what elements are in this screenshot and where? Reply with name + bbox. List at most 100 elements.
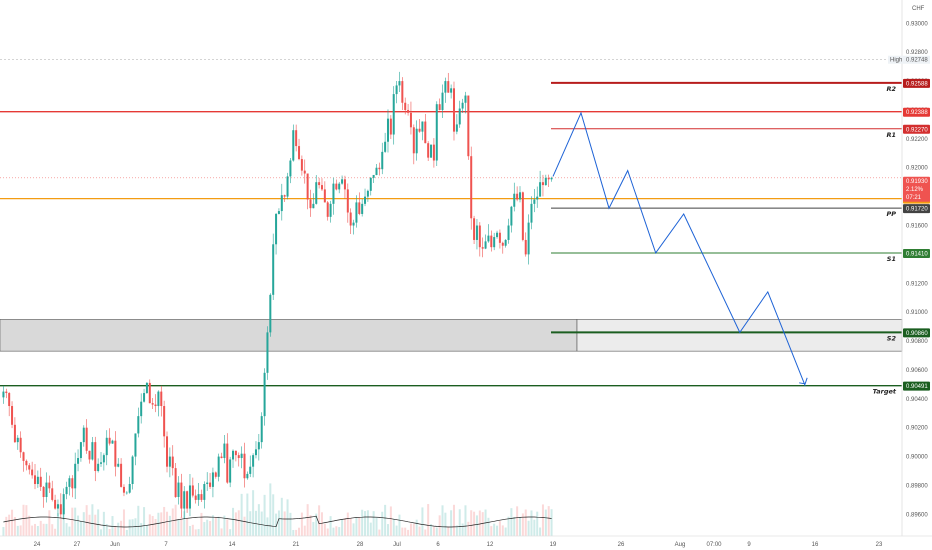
candle-body bbox=[39, 476, 42, 487]
candle-body bbox=[386, 118, 389, 142]
candle-body bbox=[421, 121, 424, 132]
volume-bar bbox=[114, 526, 117, 536]
volume-bar bbox=[544, 509, 547, 536]
volume-bar bbox=[223, 515, 226, 536]
volume-bar bbox=[464, 505, 467, 536]
volume-bar bbox=[217, 516, 220, 536]
candle-body bbox=[510, 206, 513, 226]
volume-bar bbox=[59, 518, 62, 536]
volume-bar bbox=[122, 509, 125, 536]
candle-body bbox=[450, 88, 453, 93]
candle-body bbox=[493, 237, 496, 248]
candle-body bbox=[461, 102, 464, 109]
volume-bar bbox=[2, 526, 5, 536]
level-label-s2: S2 bbox=[887, 334, 897, 342]
candle-body bbox=[300, 159, 303, 171]
volume-bar bbox=[74, 507, 77, 536]
level-label-target: Target bbox=[873, 388, 897, 396]
level-tag-s1-bg bbox=[903, 248, 930, 258]
candle-body bbox=[415, 128, 418, 154]
candle-body bbox=[341, 179, 344, 184]
x-tick-label: Jun bbox=[110, 542, 120, 548]
candle-body bbox=[335, 183, 338, 190]
volume-bar bbox=[306, 504, 309, 536]
candle-body bbox=[475, 225, 478, 240]
candle-body bbox=[65, 486, 68, 495]
candle-body bbox=[378, 167, 381, 170]
candle-body bbox=[427, 143, 430, 158]
price-tag-text: 0.91930 bbox=[906, 179, 928, 185]
volume-bar bbox=[530, 510, 533, 536]
volume-bar bbox=[427, 504, 430, 536]
volume-bar bbox=[493, 523, 496, 536]
candle-body bbox=[54, 499, 57, 509]
candle-body bbox=[82, 427, 85, 443]
candle-body bbox=[62, 494, 65, 515]
y-tick-label: 0.91200 bbox=[906, 281, 928, 287]
candle-body bbox=[42, 486, 45, 498]
volume-bar bbox=[240, 493, 243, 536]
volume-bar bbox=[160, 512, 163, 536]
volume-bar bbox=[197, 529, 200, 536]
volume-bar bbox=[229, 529, 232, 536]
candle-body bbox=[389, 118, 392, 135]
candle-body bbox=[131, 456, 134, 485]
candle-body bbox=[369, 177, 372, 191]
y-tick-label: 0.89600 bbox=[906, 512, 928, 518]
volume-bar bbox=[42, 523, 45, 536]
volume-bar bbox=[154, 519, 157, 536]
candle-body bbox=[22, 452, 25, 461]
volume-bar bbox=[79, 520, 82, 536]
candle-body bbox=[452, 88, 455, 132]
candle-body bbox=[214, 472, 217, 477]
candle-body bbox=[108, 437, 111, 444]
volume-bar bbox=[516, 506, 519, 536]
candle-body bbox=[372, 174, 375, 178]
volume-bar bbox=[343, 518, 346, 536]
candle-body bbox=[2, 391, 5, 398]
x-tick-label: 24 bbox=[34, 542, 41, 548]
demand-zone bbox=[0, 319, 578, 352]
candle-body bbox=[45, 482, 48, 498]
candle-body bbox=[143, 393, 146, 402]
candle-body bbox=[464, 95, 467, 103]
candle-body bbox=[404, 102, 407, 110]
candle-body bbox=[91, 442, 94, 460]
volume-bar bbox=[438, 515, 441, 536]
candle-body bbox=[407, 109, 410, 113]
volume-bar bbox=[39, 520, 42, 536]
candle-body bbox=[527, 222, 530, 255]
volume-bar bbox=[11, 509, 14, 536]
y-tick-label: 0.92200 bbox=[906, 137, 928, 143]
volume-bar bbox=[404, 527, 407, 536]
volume-bar bbox=[54, 528, 57, 536]
candle-body bbox=[145, 382, 148, 394]
candle-body bbox=[361, 203, 364, 214]
candle-body bbox=[303, 170, 306, 174]
candle-body bbox=[444, 81, 447, 93]
volume-bar bbox=[447, 526, 450, 536]
candle-body bbox=[137, 416, 140, 434]
candle-body bbox=[544, 177, 547, 186]
candle-body bbox=[31, 469, 34, 476]
candle-body bbox=[148, 382, 151, 404]
volume-bar bbox=[455, 525, 458, 536]
y-tick-label: 0.90200 bbox=[906, 426, 928, 432]
candle-body bbox=[315, 182, 318, 204]
y-tick-label: 0.93000 bbox=[906, 21, 928, 27]
candle-body bbox=[326, 202, 329, 217]
candle-body bbox=[56, 504, 59, 509]
volume-bar bbox=[452, 504, 455, 536]
volume-bar bbox=[461, 523, 464, 536]
candle-body bbox=[401, 81, 404, 103]
volume-bar bbox=[13, 517, 16, 536]
candle-body bbox=[295, 130, 298, 147]
candle-body bbox=[120, 463, 123, 487]
volume-bar bbox=[143, 507, 146, 536]
level-tag-s1-text: 0.91410 bbox=[906, 251, 928, 257]
candle-body bbox=[550, 177, 553, 180]
candle-body bbox=[243, 453, 246, 479]
candle-body bbox=[283, 195, 286, 197]
volume-bar bbox=[289, 512, 292, 536]
candle-body bbox=[11, 406, 14, 425]
